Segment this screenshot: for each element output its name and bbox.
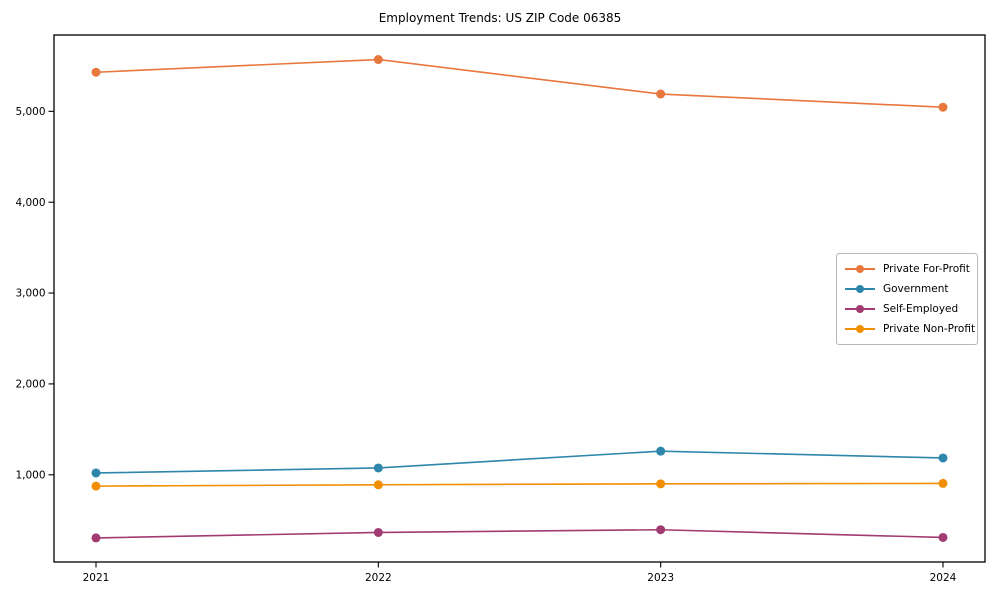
legend-label: Private For-Profit xyxy=(883,263,970,275)
data-point-marker xyxy=(373,55,383,65)
series-line xyxy=(95,528,944,539)
x-tick-label: 2024 xyxy=(930,572,957,584)
legend-item: Private Non-Profit xyxy=(845,319,975,339)
data-point-marker xyxy=(938,102,948,112)
legend: Private For-Profit Government Self-Employe… xyxy=(836,253,978,345)
y-tick-label: 5,000 xyxy=(15,106,45,118)
y-tick-label: 3,000 xyxy=(15,288,45,300)
series-line xyxy=(95,450,944,474)
legend-item: Private For-Profit xyxy=(845,259,971,279)
data-point-marker xyxy=(656,479,666,489)
legend-label: Government xyxy=(883,283,949,295)
series-line xyxy=(95,58,944,109)
x-tick-label: 2022 xyxy=(365,572,392,584)
data-point-marker xyxy=(91,468,101,478)
data-point-marker xyxy=(938,532,948,542)
legend-line-marker-icon xyxy=(845,264,875,274)
data-point-marker xyxy=(938,478,948,488)
data-point-marker xyxy=(373,527,383,537)
series-line xyxy=(95,482,944,487)
legend-item: Self-Employed xyxy=(845,299,971,319)
y-tick-label: 4,000 xyxy=(15,197,45,209)
data-point-marker xyxy=(91,481,101,491)
data-point-marker xyxy=(91,533,101,543)
data-point-marker xyxy=(656,89,666,99)
y-tick-label: 2,000 xyxy=(15,379,45,391)
legend-line-marker-icon xyxy=(845,284,875,294)
legend-label: Self-Employed xyxy=(883,303,959,315)
data-point-marker xyxy=(656,525,666,535)
y-tick-label: 1,000 xyxy=(15,469,45,481)
chart-title: Employment Trends: US ZIP Code 06385 xyxy=(378,11,622,25)
data-point-marker xyxy=(373,480,383,490)
plot-border xyxy=(53,34,986,563)
x-tick-label: 2021 xyxy=(83,572,110,584)
data-point-marker xyxy=(373,463,383,473)
legend-line-marker-icon xyxy=(845,304,875,314)
data-point-marker xyxy=(656,446,666,456)
legend-label: Private Non-Profit xyxy=(883,323,976,335)
legend-item: Government xyxy=(845,279,971,299)
legend-line-marker-icon xyxy=(845,324,875,334)
data-point-marker xyxy=(91,67,101,77)
x-tick-label: 2023 xyxy=(647,572,674,584)
data-point-marker xyxy=(938,453,948,463)
